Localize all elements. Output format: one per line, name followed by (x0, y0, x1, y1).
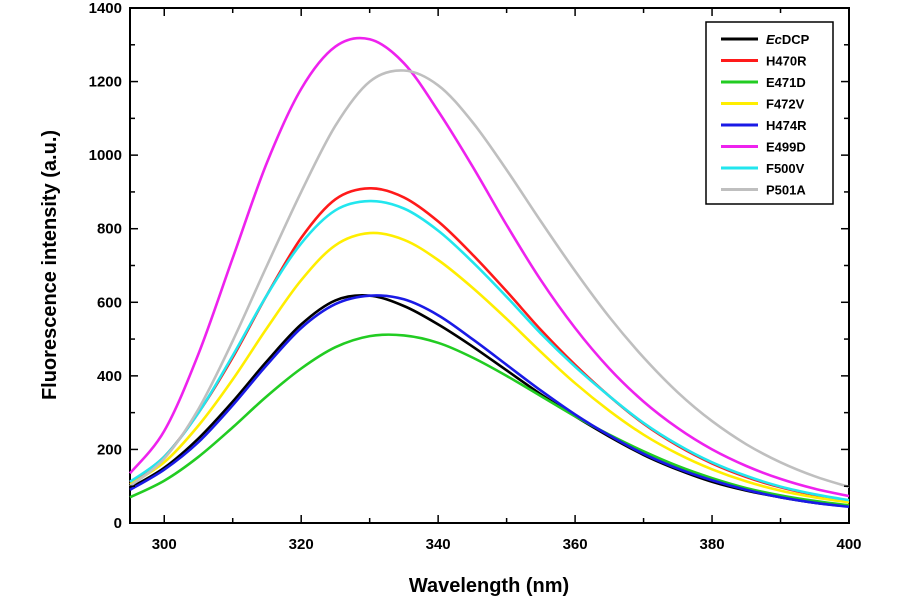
x-tick-label: 320 (289, 536, 314, 553)
x-tick-label: 400 (836, 536, 861, 553)
y-tick-label: 1400 (89, 0, 122, 17)
legend-label: F472V (766, 97, 805, 112)
y-tick-label: 1000 (89, 147, 122, 164)
y-tick-label: 0 (114, 515, 122, 532)
series-line-h474r (129, 294, 850, 509)
series-line-e499d (128, 36, 850, 498)
series-line-p501a (129, 69, 850, 489)
y-tick-label: 800 (97, 221, 122, 238)
y-tick-label: 600 (97, 294, 122, 311)
y-axis-ticks: 0 200 400 600 800 1000 1200 1400 (89, 0, 849, 532)
x-tick-label: 300 (152, 536, 177, 553)
series-line-e471d (129, 333, 850, 507)
legend-label: H474R (766, 118, 807, 133)
x-axis-title: Wavelength (nm) (409, 575, 569, 597)
y-tick-label: 400 (97, 368, 122, 385)
legend-label: F500V (766, 161, 805, 176)
y-tick-label: 200 (97, 441, 122, 458)
y-axis-title: Fluorescence intensity (a.u.) (39, 130, 61, 400)
y-tick-label: 1200 (89, 74, 122, 91)
legend-box (705, 21, 834, 205)
legend: EcDCP H470R E471D F472V H474R E499D F500V P501A (705, 21, 834, 205)
legend-label: H470R (766, 54, 807, 69)
series-lines (128, 36, 850, 509)
x-tick-label: 360 (563, 536, 588, 553)
series-line-f472v (129, 231, 850, 504)
legend-label: E499D (766, 140, 806, 155)
x-tick-label: 340 (426, 536, 451, 553)
legend-label: EcDCP (766, 32, 810, 47)
legend-label: P501A (766, 183, 806, 198)
x-axis-ticks: 300 320 340 360 380 400 (152, 8, 862, 553)
series-line-f500v (129, 199, 850, 502)
x-tick-label: 380 (700, 536, 725, 553)
legend-label: E471D (766, 75, 806, 90)
